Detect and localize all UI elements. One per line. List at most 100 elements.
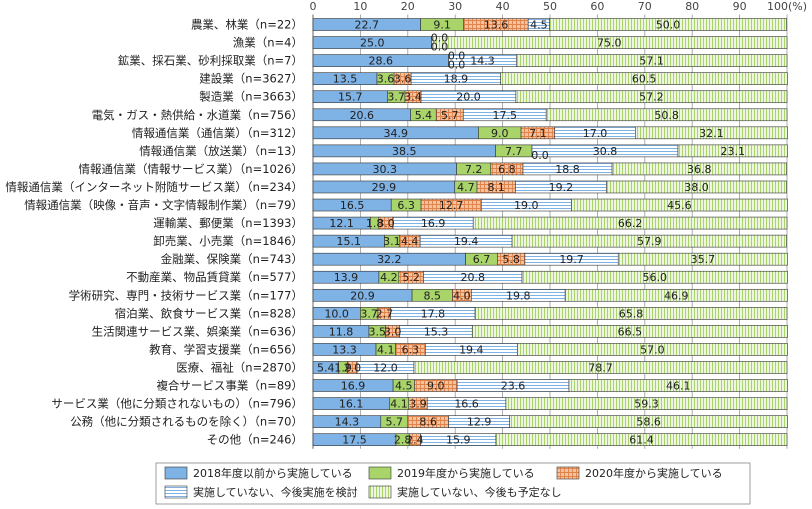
value-label: 20.0 (456, 91, 481, 104)
value-label: 57.1 (639, 55, 664, 68)
x-tick-label: 70 (638, 0, 652, 13)
value-label: 38.0 (684, 181, 709, 194)
value-label: 5.4 (415, 109, 433, 122)
value-label: 56.0 (643, 271, 668, 284)
bar-segment (617, 252, 788, 266)
category-label: 宿泊業、飲食サービス業（n=828） (115, 306, 303, 320)
legend-box (155, 462, 751, 505)
legend-label: 2018年度以前から実施している (193, 466, 353, 480)
category-label: 漁業（n=4） (233, 36, 303, 50)
bar-segment (495, 433, 788, 446)
x-tick-label: 50 (543, 0, 557, 13)
legend-swatch (164, 466, 188, 480)
value-label: 65.8 (619, 307, 644, 320)
value-label: 15.7 (338, 91, 363, 104)
value-label: 4.0 (453, 289, 471, 302)
bar-segment (471, 325, 788, 338)
value-label: 30.8 (593, 145, 618, 158)
value-label: 0.0 (431, 41, 449, 54)
value-label: 36.8 (687, 163, 712, 176)
value-label: 66.2 (618, 217, 643, 230)
legend-swatch (368, 466, 392, 480)
value-label: 17.8 (421, 307, 446, 320)
legend-swatch (164, 485, 188, 499)
value-label: 6.8 (498, 163, 516, 176)
value-label: 60.5 (632, 73, 657, 86)
value-label: 3.7 (360, 307, 378, 320)
x-tick-label: 40 (496, 0, 510, 13)
value-label: 5.2 (402, 271, 420, 284)
value-label: 3.1 (383, 235, 401, 248)
x-tick-label: 10 (353, 0, 367, 13)
value-label: 4.5 (530, 19, 548, 32)
category-labels: 農業、林業（n=22） 漁業（n=4） 鉱業、採石業、砂利採取業（n=7） 建設業（n… (5, 18, 303, 447)
bar-segment (635, 126, 788, 140)
category-label: 情報通信業（通信業）（n=312） (132, 126, 303, 140)
bar-segment (505, 397, 788, 410)
value-label: 20.6 (350, 109, 375, 122)
value-label: 13.5 (333, 73, 358, 86)
value-label: 7.1 (529, 127, 547, 140)
gridlines (312, 14, 788, 449)
value-label: 15.9 (446, 434, 471, 447)
value-label: 32.2 (377, 253, 402, 266)
value-label: 17.0 (583, 127, 608, 140)
bar-segment (511, 234, 787, 248)
value-label: 61.4 (629, 434, 654, 447)
value-label: 8.1 (487, 181, 505, 194)
value-label: 0.0 (448, 59, 466, 72)
value-label: 10.0 (324, 307, 349, 320)
x-tick-label: 20 (401, 0, 415, 13)
legend-swatch (368, 485, 392, 499)
value-label: 11.8 (329, 325, 354, 338)
value-label: 34.9 (383, 127, 408, 140)
value-label: 46.9 (664, 289, 689, 302)
category-label: 情報通信業（インターネット附随サービス業）（n=234） (5, 180, 303, 194)
category-label: 卸売業、小売業（n=1846） (153, 234, 303, 248)
value-label: 7.7 (505, 145, 523, 158)
category-label: 不動産業、物品賃貸業（n=577） (126, 270, 303, 284)
value-label: 25.0 (360, 37, 385, 50)
value-label: 6.3 (402, 343, 420, 356)
value-label: 5.7 (441, 109, 459, 122)
value-label: 20.9 (350, 289, 375, 302)
value-label: 0.0 (448, 50, 466, 63)
value-label: 2.0 (344, 361, 362, 374)
value-label: 14.3 (335, 416, 360, 429)
value-label: 4.1 (377, 343, 395, 356)
bar-segment (549, 18, 787, 31)
value-label: 4.4 (401, 235, 419, 248)
value-label: 16.9 (421, 217, 446, 230)
value-label: 19.8 (506, 289, 531, 302)
category-label: 金融業、保険業（n=743） (161, 252, 303, 266)
x-tick-label: 0 (310, 0, 317, 13)
value-label: 0.0 (431, 32, 449, 45)
bar-segment (516, 343, 788, 356)
legend-swatch (556, 466, 580, 480)
bar-segment (500, 72, 788, 85)
value-label: 3.4 (404, 91, 422, 104)
value-label: 19.7 (559, 253, 584, 266)
value-label: 4.5 (395, 380, 413, 393)
bar-segment (611, 162, 787, 176)
x-tick-label: 60 (590, 0, 604, 13)
category-label: 鉱業、採石業、砂利採取業（n=7） (118, 54, 303, 68)
value-label: 5.4 (317, 361, 335, 374)
value-label: 4.7 (457, 181, 475, 194)
legend-label: 実施していない、今後も予定なし (397, 485, 562, 499)
value-label: 16.9 (341, 380, 366, 393)
value-label: 4.1 (390, 398, 408, 411)
value-label: 5.8 (502, 253, 520, 266)
category-label: 建設業（n=3627） (199, 72, 303, 86)
bar-segment (431, 36, 788, 49)
value-label: 78.7 (588, 361, 613, 374)
category-label: 医療、福祉（n=2870） (176, 360, 303, 374)
value-label: 19.2 (549, 181, 574, 194)
value-label: 23.1 (720, 145, 745, 158)
value-label: 3.0 (384, 325, 402, 338)
value-label: 2.7 (376, 307, 394, 320)
value-label: 22.7 (355, 19, 380, 32)
value-label: 28.6 (369, 55, 394, 68)
value-label: 16.5 (340, 199, 365, 212)
